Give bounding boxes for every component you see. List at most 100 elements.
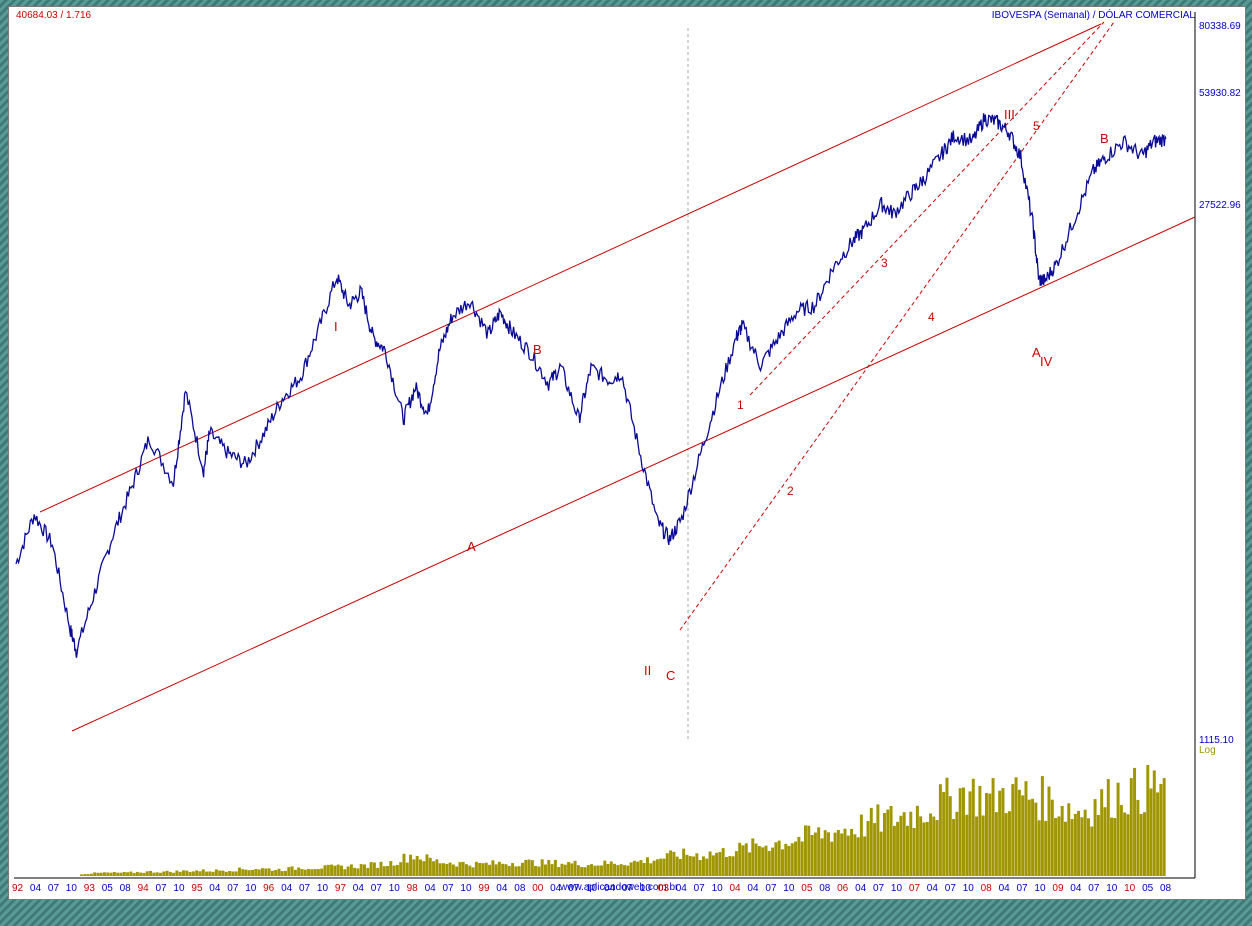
volume-bar [781, 849, 784, 876]
x-tick-label: 94 [138, 883, 150, 894]
volume-bar [80, 874, 83, 876]
x-tick-label: 04 [353, 883, 365, 894]
volume-bar [790, 843, 794, 876]
volume-bar [886, 809, 890, 876]
volume-bar [616, 865, 620, 876]
volume-bar [103, 872, 106, 876]
volume-bar [1133, 767, 1137, 876]
volume-bar [386, 866, 390, 876]
volume-bar [557, 867, 561, 876]
volume-bar [636, 861, 640, 876]
wave-label-III: III [1004, 107, 1015, 122]
volume-bar [1057, 816, 1061, 876]
volume-bar [1106, 779, 1110, 876]
x-tick-label: 04 [730, 883, 742, 894]
wave-label-A2: A [1032, 345, 1041, 360]
volume-bar [1004, 813, 1008, 876]
volume-bar [863, 836, 867, 876]
volume-bar [810, 835, 814, 876]
x-tick-label: 04 [855, 883, 867, 894]
volume-bar [685, 854, 689, 876]
wave-label-2: 2 [787, 484, 794, 498]
volume-bar [725, 857, 728, 876]
x-tick-label: 93 [84, 883, 96, 894]
volume-bar [958, 788, 962, 876]
volume-bar [787, 845, 791, 876]
x-tick-label: 07 [694, 883, 706, 894]
volume-bar [721, 848, 725, 876]
volume-bar [590, 864, 594, 876]
x-tick-label: 07 [371, 883, 383, 894]
x-tick-label: 10 [640, 883, 652, 894]
volume-bar [553, 859, 557, 876]
volume-bar [511, 863, 515, 876]
volume-bar [501, 863, 505, 876]
volume-bar [626, 865, 630, 876]
wave-label-5: 5 [1033, 119, 1040, 133]
volume-bar [1156, 792, 1160, 876]
volume-bar [149, 870, 153, 876]
volume-bar [481, 863, 485, 876]
wave-label-1: 1 [737, 398, 744, 412]
volume-bar [962, 787, 965, 876]
volume-bar [165, 870, 169, 876]
volume-bar [866, 821, 870, 876]
volume-bar [178, 871, 182, 876]
volume-bar [879, 831, 883, 876]
x-tick-label: 04 [747, 883, 759, 894]
volume-bar [715, 852, 719, 876]
volume-bar [827, 832, 830, 876]
volume-bar [978, 786, 982, 876]
volume-bar [1011, 784, 1015, 876]
volume-bar [692, 856, 696, 876]
volume-bar [912, 828, 916, 876]
x-tick-label: 07 [1088, 883, 1100, 894]
volume-bar [1119, 805, 1123, 876]
x-tick-label: 05 [1142, 883, 1154, 894]
volume-bar [442, 863, 445, 876]
volume-bar [428, 857, 432, 876]
volume-bar [221, 870, 225, 876]
volume-bar [876, 804, 880, 876]
wave-label-IV: IV [1040, 354, 1053, 369]
volume-bar [83, 874, 87, 876]
x-tick-label: 10 [586, 883, 598, 894]
x-tick-label: 98 [407, 883, 419, 894]
x-tick-label: 07 [443, 883, 455, 894]
volume-bar [672, 851, 676, 876]
volume-bar [649, 863, 653, 876]
volume-bar [455, 866, 459, 876]
volume-bar [909, 811, 913, 876]
volume-bar [1037, 820, 1041, 876]
x-tick-label: 04 [496, 883, 508, 894]
volume-bar [267, 868, 271, 876]
volume-bar [1103, 807, 1107, 876]
volume-bar [994, 812, 998, 876]
volume-bar [682, 848, 686, 876]
watermark: www.aplicandoweb.com.br [560, 882, 679, 893]
volume-bar [343, 869, 347, 876]
volume-bar [563, 864, 567, 876]
volume-bar [425, 854, 429, 876]
volume-bar [1073, 813, 1077, 876]
volume-bar [550, 864, 554, 876]
x-tick-label: 10 [66, 883, 78, 894]
x-tick-label: 10 [712, 883, 724, 894]
volume-bar [159, 872, 162, 876]
volume-bar [297, 867, 301, 876]
x-tick-label: 03 [658, 883, 670, 894]
volume-bar [261, 868, 264, 876]
volume-bar [896, 821, 900, 876]
volume-bar [794, 841, 798, 876]
x-tick-label: 07 [945, 883, 957, 894]
volume-bar [738, 842, 742, 876]
x-tick-label: 10 [1106, 883, 1118, 894]
volume-bar [955, 811, 959, 876]
volume-bar [764, 845, 768, 876]
volume-bar [119, 872, 123, 876]
wave-label-B2: B [1100, 131, 1109, 146]
volume-bar [744, 843, 748, 876]
volume-bar [1129, 778, 1133, 876]
volume-bar [1067, 803, 1071, 876]
